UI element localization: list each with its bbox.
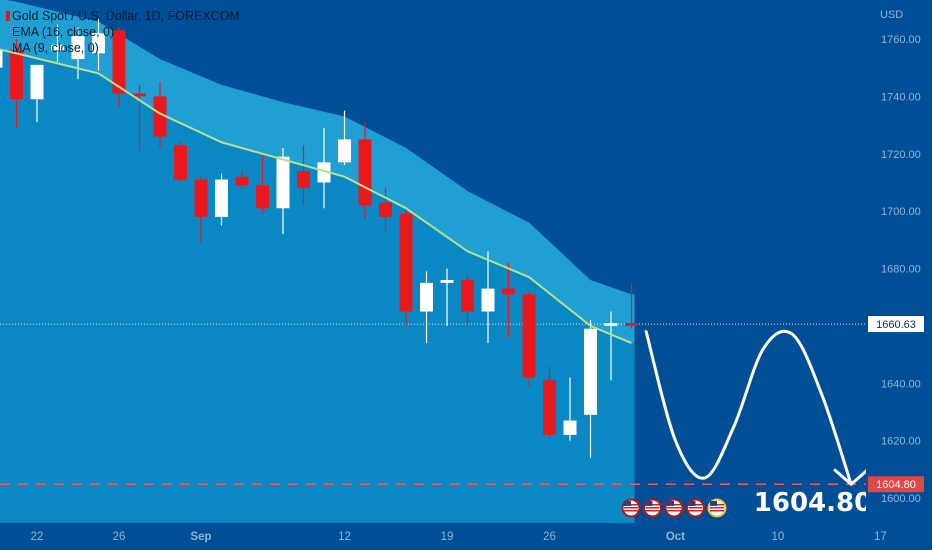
projection-curve[interactable] [644, 329, 853, 486]
legend-ma[interactable]: MA (9, close, 0) [12, 41, 99, 55]
target-price-label: 1604.80 [754, 488, 872, 518]
y-tick-label: 1700.00 [881, 206, 921, 218]
time-axis-background[interactable] [0, 523, 866, 550]
candle-down [235, 176, 249, 186]
candle-up [30, 64, 44, 100]
candle-up [51, 44, 64, 51]
price-labels: 1660.63 1604.80 [868, 316, 924, 493]
x-tick-label: 22 [31, 531, 44, 543]
candle-down [194, 179, 208, 217]
candle-down [502, 288, 515, 295]
candle-down [112, 30, 126, 94]
us-flag-icon[interactable] [643, 498, 662, 518]
candle-down [399, 213, 413, 312]
moving-averages [0, 48, 632, 345]
ema-line [0, 48, 632, 345]
last-price-badge [868, 316, 924, 333]
x-tick-label: 17 [874, 531, 887, 543]
drawings: 1604.80 [0, 329, 872, 518]
currency-label: USD [880, 9, 903, 21]
us-flag-icon[interactable] [621, 498, 641, 518]
candle-down [256, 185, 269, 209]
candle-down [543, 380, 556, 435]
projection-arrowhead [833, 468, 869, 486]
candle-up [440, 279, 454, 283]
y-tick-label: 1760.00 [881, 34, 921, 46]
candle-up [604, 323, 618, 326]
legend-flag-marker [6, 11, 10, 21]
target-price-badge [868, 476, 924, 493]
candle-up [92, 33, 105, 54]
candle-up [215, 179, 228, 217]
y-tick-label: 1720.00 [881, 149, 921, 161]
candle-up [71, 36, 85, 60]
x-tick-label: 10 [772, 531, 785, 543]
ema-band-area [0, 39, 635, 523]
candle-down [625, 323, 638, 326]
x-tick-label: Oct [666, 531, 685, 543]
y-tick-label: 1740.00 [881, 91, 921, 103]
last-price-text: 1660.63 [876, 319, 916, 331]
x-tick-label: 19 [441, 531, 454, 543]
x-tick-label: Sep [190, 531, 211, 543]
y-tick-label: 1600.00 [881, 493, 921, 505]
x-tick-label: 26 [113, 531, 126, 543]
legend-ema[interactable]: EMA (16, close, 0) [12, 25, 115, 39]
candle-down [174, 145, 187, 180]
x-tick-label: 12 [338, 531, 351, 543]
candle-down [153, 96, 167, 137]
candle-up [338, 139, 351, 163]
candle-up [420, 282, 433, 312]
candle-up [481, 288, 495, 312]
price-axis-background[interactable] [866, 0, 932, 550]
candle-down [379, 202, 392, 217]
y-tick-label: 1680.00 [881, 264, 921, 276]
target-price-text: 1604.80 [876, 479, 916, 491]
candle-up [317, 162, 331, 183]
x-tick-label: 26 [543, 531, 556, 543]
us-flag-icon[interactable] [686, 498, 705, 518]
candle-down [133, 93, 146, 97]
candle-up [0, 50, 3, 68]
candle-up [276, 156, 290, 209]
us-flag-icon[interactable] [664, 498, 684, 518]
y-tick-label: 1640.00 [881, 378, 921, 390]
candle-down [297, 170, 310, 189]
us-flag-icon[interactable] [707, 498, 727, 518]
event-icons[interactable] [621, 498, 727, 518]
candle-down [461, 279, 474, 312]
candle-up [563, 420, 577, 435]
candle-down [522, 294, 536, 378]
candle-down [10, 50, 23, 100]
y-tick-label: 1620.00 [881, 436, 921, 448]
candle-down [358, 139, 372, 206]
legend-title: Gold Spot / U.S. Dollar, 1D, FOREXCOM [12, 9, 240, 23]
candle-up [584, 328, 597, 415]
chart-legend[interactable]: Gold Spot / U.S. Dollar, 1D, FOREXCOM EM… [6, 8, 240, 56]
